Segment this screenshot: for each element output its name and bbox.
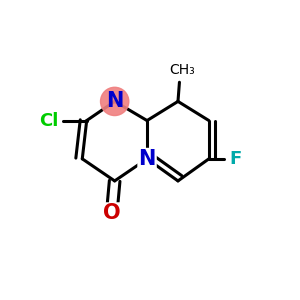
- Text: Cl: Cl: [39, 112, 58, 130]
- Text: CH₃: CH₃: [169, 64, 195, 77]
- Text: F: F: [229, 150, 242, 168]
- Text: N: N: [138, 149, 156, 169]
- Circle shape: [100, 87, 129, 116]
- Text: O: O: [103, 203, 121, 223]
- Text: N: N: [106, 92, 123, 111]
